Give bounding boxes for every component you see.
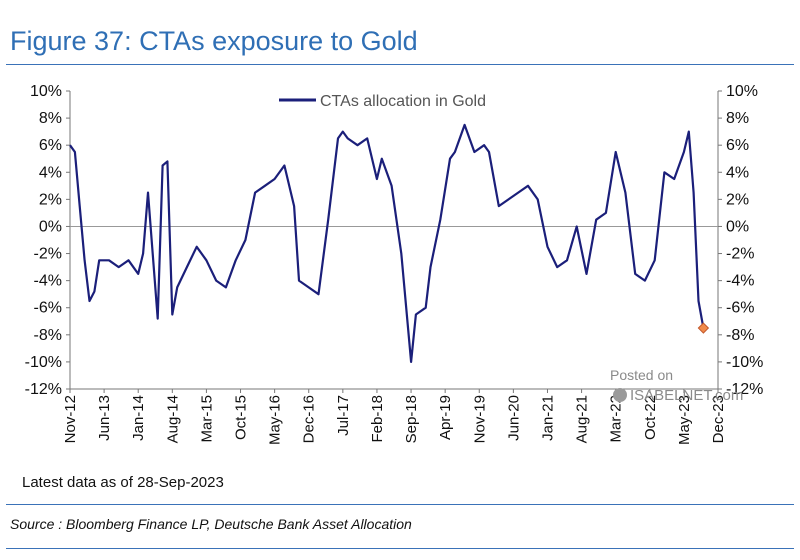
y-tick-label-right: 4%	[726, 164, 749, 181]
x-tick-label: Sep-18	[403, 395, 420, 443]
y-tick-label-right: 6%	[726, 137, 749, 154]
chart-axes	[66, 90, 722, 393]
x-tick-label: Jan-21	[539, 395, 556, 441]
y-tick-label-left: 6%	[39, 137, 62, 154]
chart-legend: CTAs allocation in Gold	[279, 93, 486, 110]
y-tick-label-left: 0%	[39, 218, 62, 235]
bottom-rule	[6, 548, 794, 549]
y-tick-label-left: 2%	[39, 191, 62, 208]
x-tick-label: Jun-13	[96, 395, 113, 441]
last-point-marker	[697, 322, 710, 334]
x-tick-label: Oct-22	[642, 395, 659, 440]
y-tick-label-left: -6%	[34, 300, 62, 317]
x-tick-label: Feb-18	[369, 395, 386, 443]
y-tick-label-left: -12%	[25, 381, 62, 398]
y-tick-label-left: -8%	[34, 327, 62, 344]
y-tick-label-right: -10%	[726, 354, 763, 371]
x-tick-label: Jul-17	[335, 395, 352, 436]
x-tick-label: May-16	[267, 395, 284, 445]
x-tick-label: Nov-12	[62, 395, 79, 443]
x-tick-label: Dec-16	[301, 395, 318, 443]
chart-title: Figure 37: CTAs exposure to Gold	[10, 26, 418, 56]
y-tick-label-left: 10%	[30, 83, 62, 100]
y-tick-label-right: -8%	[726, 327, 754, 344]
y-tick-label-right: 0%	[726, 218, 749, 235]
x-tick-label: Aug-21	[574, 395, 591, 443]
x-tick-label: Oct-15	[233, 395, 250, 440]
chart-marks	[69, 123, 710, 363]
y-tick-label-right: -6%	[726, 300, 754, 317]
x-tick-label: Dec-23	[710, 395, 727, 443]
x-tick-label: Jun-20	[505, 395, 522, 441]
x-tick-label: Nov-19	[471, 395, 488, 443]
y-tick-label-right: 8%	[726, 110, 749, 127]
x-tick-label: Aug-14	[164, 395, 181, 443]
title-rule	[6, 64, 794, 65]
x-tick-label: Mar-22	[608, 395, 625, 443]
y-tick-label-right: -4%	[726, 273, 754, 290]
y-tick-label-left: 4%	[39, 164, 62, 181]
chart-labels: -12% -12% -10% -10% -8% -8% -6% -6% -4% -4% -2% -2%…	[25, 83, 764, 445]
x-tick-label: May-23	[676, 395, 693, 445]
watermark-posted-on: Posted on	[610, 367, 673, 383]
x-tick-label: Apr-19	[437, 395, 454, 440]
watermark-site: ISABELNET.com	[630, 387, 743, 404]
y-tick-label-right: -12%	[726, 381, 763, 398]
source-note: Source : Bloomberg Finance LP, Deutsche …	[10, 516, 412, 532]
y-tick-label-left: -4%	[34, 273, 62, 290]
footer-rule	[6, 504, 794, 505]
latest-data-note: Latest data as of 28-Sep-2023	[22, 474, 224, 491]
y-tick-label-right: 2%	[726, 191, 749, 208]
series-line-cta-gold	[69, 123, 705, 363]
x-tick-label: Mar-15	[198, 395, 215, 443]
x-tick-label: Jan-14	[130, 395, 147, 441]
y-tick-label-left: -10%	[25, 354, 62, 371]
legend-label: CTAs allocation in Gold	[320, 93, 486, 110]
watermark-logo-icon	[613, 388, 627, 402]
y-tick-label-left: -2%	[34, 246, 62, 263]
y-tick-label-right: -2%	[726, 246, 754, 263]
y-tick-label-left: 8%	[39, 110, 62, 127]
y-tick-label-right: 10%	[726, 83, 758, 100]
watermark: Posted on ISABELNET.com	[610, 367, 743, 404]
